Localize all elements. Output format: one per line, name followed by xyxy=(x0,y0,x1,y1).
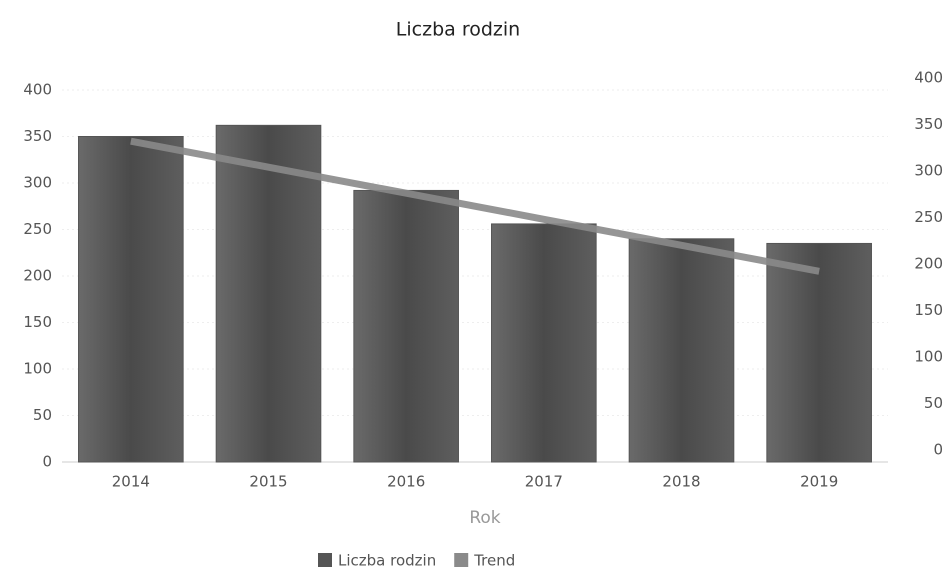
x-tick-label: 2017 xyxy=(525,473,563,491)
y2-tick-label: 50 xyxy=(924,394,943,412)
x-tick-label: 2018 xyxy=(662,473,700,491)
y2-tick-label: 300 xyxy=(914,162,943,180)
bar xyxy=(628,238,735,463)
bar xyxy=(215,124,322,463)
y2-tick-label: 400 xyxy=(914,69,943,87)
y-tick-label: 300 xyxy=(23,174,52,192)
bar xyxy=(766,242,872,463)
y-tick-label: 150 xyxy=(23,313,52,331)
bar xyxy=(353,189,459,463)
y2-tick-label: 200 xyxy=(914,255,943,273)
legend-label: Liczba rodzin xyxy=(338,552,436,570)
y2-tick-label: 100 xyxy=(914,348,943,366)
y-tick-label: 350 xyxy=(23,127,52,145)
y2-tick-label: 150 xyxy=(914,301,943,319)
x-tick-label: 2014 xyxy=(112,473,150,491)
y-tick-label: 200 xyxy=(23,267,52,285)
x-tick-label: 2016 xyxy=(387,473,425,491)
x-axis-title: Rok xyxy=(469,508,500,528)
y-tick-label: 50 xyxy=(33,406,52,424)
y-tick-label: 100 xyxy=(23,360,52,378)
legend-swatch xyxy=(318,553,332,567)
y-tick-label: 250 xyxy=(23,220,52,238)
bar xyxy=(78,136,184,463)
y2-tick-label: 0 xyxy=(933,441,943,459)
trend-line xyxy=(130,137,820,275)
y2-tick-label: 250 xyxy=(914,208,943,226)
x-tick-label: 2019 xyxy=(800,473,838,491)
chart-title: Liczba rodzin xyxy=(396,19,520,41)
x-tick-label: 2015 xyxy=(249,473,287,491)
legend-swatch xyxy=(454,553,469,567)
y-tick-label: 0 xyxy=(42,453,52,471)
y2-tick-label: 350 xyxy=(914,115,943,133)
bar xyxy=(491,223,597,463)
legend-label: Trend xyxy=(473,552,515,570)
y-tick-label: 400 xyxy=(23,81,52,99)
